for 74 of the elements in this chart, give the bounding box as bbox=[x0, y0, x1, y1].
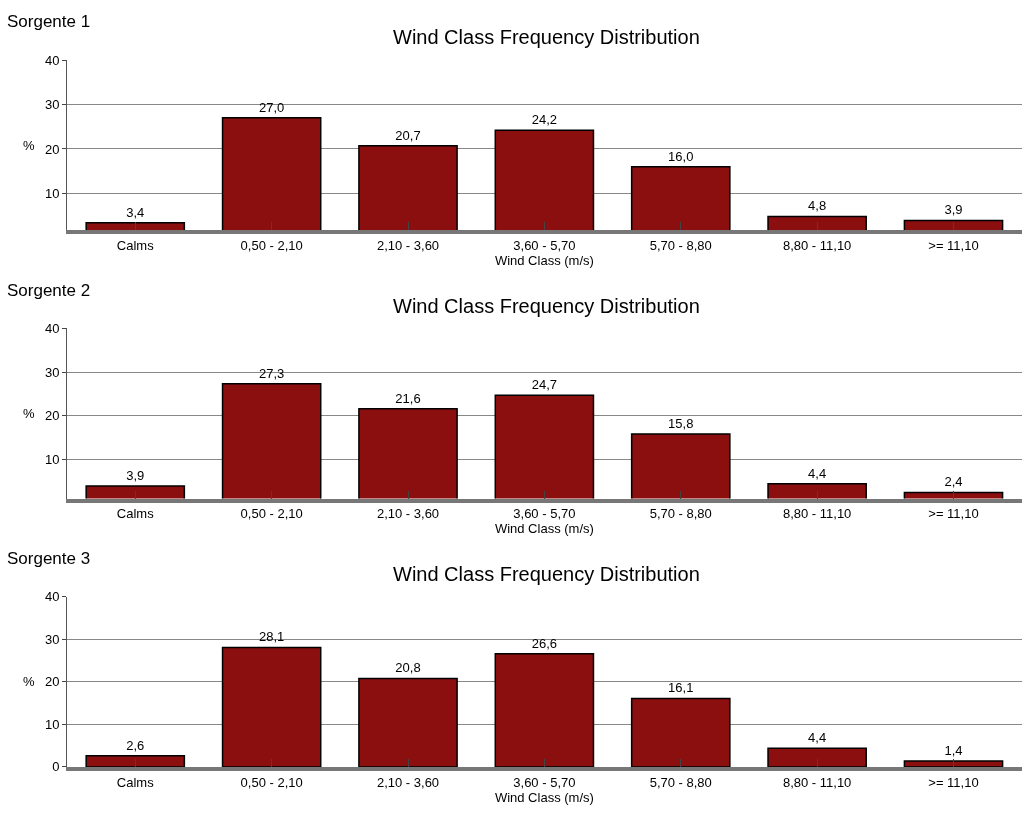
x-tick-label: 2,10 - 3,60 bbox=[376, 774, 440, 790]
chart-title: Wind Class Frequency Distribution bbox=[393, 295, 700, 317]
y-tick-label: 40 bbox=[45, 52, 60, 68]
y-tick-label: 20 bbox=[45, 674, 60, 690]
x-tick-label: 5,70 - 8,80 bbox=[649, 774, 712, 790]
chart-title: Wind Class Frequency Distribution bbox=[393, 563, 700, 585]
x-tick-label: 8,80 - 11,10 bbox=[782, 237, 852, 253]
data-label: 21,6 bbox=[395, 390, 421, 406]
x-tick-label: 8,80 - 11,10 bbox=[782, 774, 852, 790]
bar bbox=[85, 755, 186, 767]
y-tick-label: 30 bbox=[45, 364, 60, 380]
data-label: 3,9 bbox=[126, 467, 145, 483]
y-tick-label: 10 bbox=[45, 716, 60, 732]
x-tick-label: 3,60 - 5,70 bbox=[513, 506, 576, 522]
bar bbox=[494, 653, 595, 767]
data-label: 3,4 bbox=[126, 204, 145, 220]
data-label: 26,6 bbox=[531, 635, 558, 651]
x-axis-title: Wind Class (m/s) bbox=[494, 252, 594, 268]
x-tick-label: 3,60 - 5,70 bbox=[513, 774, 576, 790]
bar bbox=[221, 646, 322, 767]
data-label: 20,8 bbox=[395, 660, 421, 676]
data-label: 20,7 bbox=[395, 127, 421, 143]
y-tick-label: 20 bbox=[45, 141, 60, 157]
x-tick-label: 8,80 - 11,10 bbox=[782, 506, 852, 522]
data-label: 16,1 bbox=[668, 680, 694, 696]
text: Sorgente 2 bbox=[7, 281, 91, 300]
x-tick-label: 2,10 - 3,60 bbox=[376, 237, 440, 253]
data-label: 24,2 bbox=[531, 112, 558, 128]
chart-title: Wind Class Frequency Distribution bbox=[393, 26, 700, 48]
y-tick-label: 30 bbox=[45, 97, 60, 113]
x-tick-label: >= 11,10 bbox=[928, 774, 979, 790]
bar bbox=[767, 747, 867, 767]
data-label: 27,3 bbox=[258, 365, 285, 381]
data-label: 4,8 bbox=[808, 198, 827, 214]
data-label: 15,8 bbox=[668, 416, 694, 432]
y-axis-title: % bbox=[23, 674, 35, 689]
x-tick-label: 0,50 - 2,10 bbox=[240, 506, 303, 522]
x-tick-label: 0,50 - 2,10 bbox=[240, 237, 303, 253]
y-axis-title: % bbox=[23, 406, 35, 421]
x-tick-label: Calms bbox=[116, 237, 155, 253]
bar bbox=[630, 697, 731, 767]
data-label: 24,7 bbox=[531, 377, 558, 393]
text: Sorgente 1 bbox=[7, 12, 91, 31]
x-tick-label: 5,70 - 8,80 bbox=[649, 506, 712, 522]
data-label: 1,4 bbox=[944, 742, 963, 758]
y-tick-label: 40 bbox=[45, 321, 60, 337]
data-label: 3,9 bbox=[944, 202, 963, 218]
x-tick-label: >= 11,10 bbox=[928, 506, 979, 522]
x-tick-label: 5,70 - 8,80 bbox=[649, 237, 712, 253]
data-label: 28,1 bbox=[258, 629, 285, 645]
data-label: 16,0 bbox=[668, 148, 694, 164]
x-tick-label: Calms bbox=[116, 506, 155, 522]
y-tick-label: 40 bbox=[45, 589, 60, 605]
y-tick-label: 20 bbox=[45, 408, 60, 424]
data-label: 2,4 bbox=[944, 474, 963, 490]
y-tick-label: 30 bbox=[45, 631, 60, 647]
data-label: 2,6 bbox=[126, 737, 145, 753]
x-tick-label: 2,10 - 3,60 bbox=[376, 506, 440, 522]
data-label: 27,0 bbox=[258, 99, 285, 115]
x-tick-label: Calms bbox=[116, 774, 155, 790]
bar bbox=[358, 677, 458, 767]
x-axis-title: Wind Class (m/s) bbox=[494, 789, 594, 805]
x-tick-label: >= 11,10 bbox=[928, 237, 979, 253]
text: Sorgente 3 bbox=[7, 549, 91, 568]
data-label: 4,4 bbox=[808, 730, 827, 746]
y-axis-title: % bbox=[23, 138, 35, 153]
x-tick-label: 0,50 - 2,10 bbox=[240, 774, 303, 790]
y-tick-label: 10 bbox=[45, 185, 60, 201]
y-tick-label: 10 bbox=[45, 451, 60, 467]
x-axis-title: Wind Class (m/s) bbox=[494, 521, 594, 537]
data-label: 4,4 bbox=[808, 465, 827, 481]
y-tick-label: 0 bbox=[52, 759, 60, 775]
bar bbox=[903, 760, 1004, 767]
x-tick-label: 3,60 - 5,70 bbox=[513, 237, 576, 253]
